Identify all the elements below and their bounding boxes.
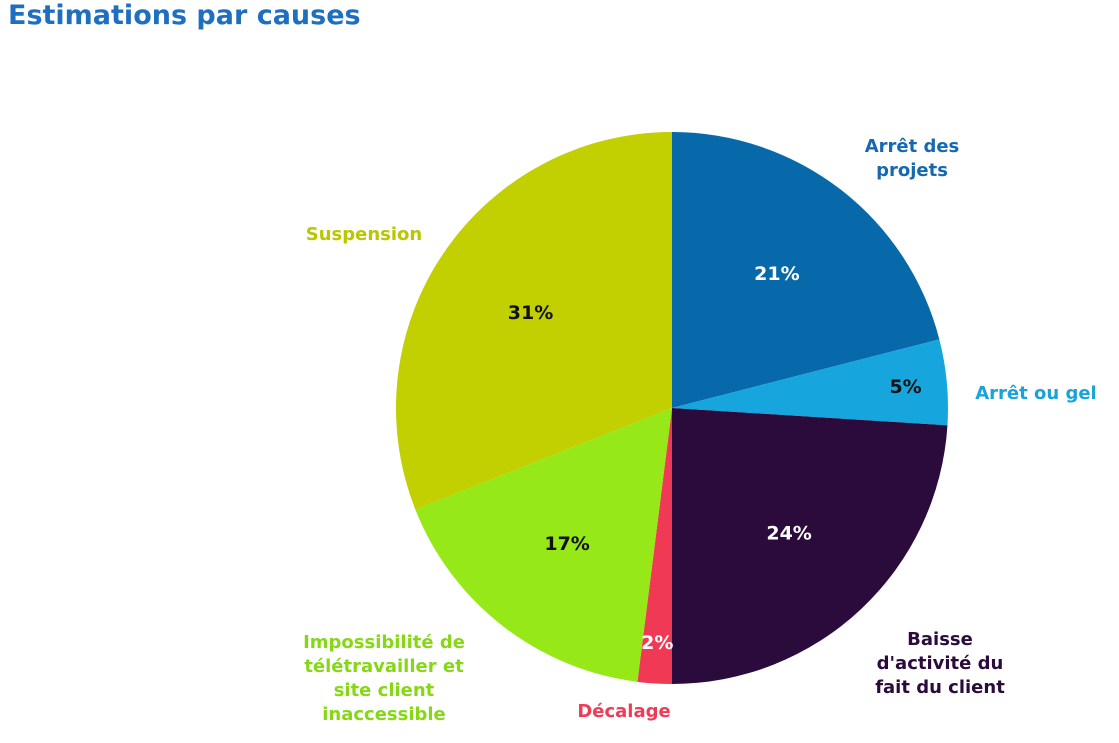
pie-category-label-arret-ou-gel: Arrêt ou gel (975, 383, 1096, 404)
pie-category-label-line: Décalage (577, 701, 670, 722)
pie-category-label-line: Baisse (907, 629, 973, 650)
pie-value-label-decalage: 2% (641, 632, 673, 654)
pie-category-label-line: inaccessible (322, 704, 446, 725)
pie-slice-suspension (395, 132, 672, 510)
chart-title: Estimations par causes (8, 0, 361, 31)
pie-value-label-arret-des-projets: 21% (754, 263, 799, 285)
pie-value-labels: 21% 5% 24% 2% 17% 31% (508, 263, 922, 654)
pie-category-label-line: d'activité du (877, 653, 1004, 674)
pie-slice-impossibilite-de-teletravailler-et-site-client-inaccessible (415, 408, 672, 682)
pie-value-label-baisse-d-activite-du-fait-du-client: 24% (766, 523, 811, 545)
pie-category-label-line: Arrêt ou gel (975, 383, 1096, 404)
pie-category-label-suspension: Suspension (306, 224, 422, 245)
pie-category-label-line: fait du client (875, 677, 1005, 698)
pie-category-label-baisse-d-activite-du-fait-du-client: Baisse d'activité du fait du client (875, 629, 1005, 698)
pie-category-label-line: télétravailler et (304, 656, 464, 677)
pie-value-label-impossibilite-de-teletravailler-et-site-client-inaccessible: 17% (544, 533, 589, 555)
pie-slice-arret-ou-gel (672, 339, 949, 426)
pie-category-label-line: projets (876, 160, 948, 181)
pie-category-label-arret-des-projets: Arrêt des projets (865, 136, 960, 181)
pie-category-label-line: site client (334, 680, 435, 701)
pie-category-label-decalage: Décalage (577, 701, 670, 722)
pie-slice-decalage (637, 408, 672, 684)
pie-value-label-suspension: 31% (508, 302, 553, 324)
pie-slice-arret-des-projets (672, 132, 940, 408)
pie-category-label-line: Impossibilité de (303, 632, 465, 653)
pie-category-label-line: Suspension (306, 224, 422, 245)
pie-category-label-line: Arrêt des (865, 136, 960, 157)
pie-slice-baisse-d-activite-du-fait-du-client (672, 408, 948, 684)
pie-category-labels: Arrêt des projets Arrêt ou gel Baisse d'acti… (303, 136, 1097, 725)
pie-category-label-impossibilite-de-teletravailler-et-site-client-inaccessible: Impossibilité de télétravailler et site cl… (303, 632, 465, 725)
pie-value-label-arret-ou-gel: 5% (889, 376, 921, 398)
pie-slices (395, 132, 949, 684)
